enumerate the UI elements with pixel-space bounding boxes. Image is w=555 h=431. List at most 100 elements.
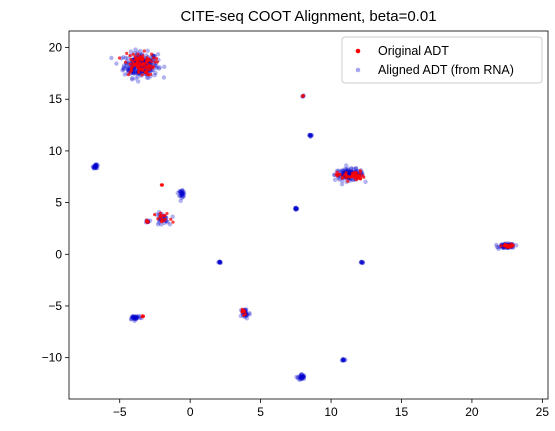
series-original-adt <box>117 49 515 319</box>
data-point <box>347 171 353 176</box>
data-point <box>307 133 312 138</box>
data-point <box>153 213 157 217</box>
data-point <box>134 314 139 319</box>
data-point <box>348 175 352 179</box>
data-point <box>135 64 139 68</box>
data-point <box>360 260 365 265</box>
data-point <box>360 259 366 265</box>
data-point <box>178 198 183 203</box>
data-point <box>131 314 136 319</box>
data-point <box>92 162 98 168</box>
data-point <box>124 65 130 70</box>
data-point <box>217 260 222 265</box>
y-tick-label: −10 <box>42 351 63 365</box>
data-point <box>344 171 348 175</box>
data-point <box>218 260 223 265</box>
data-point <box>153 60 157 64</box>
data-point <box>131 62 135 66</box>
data-point <box>141 54 145 58</box>
data-point <box>293 205 298 211</box>
data-point <box>91 164 96 170</box>
data-point <box>154 56 158 61</box>
data-point <box>180 191 186 196</box>
data-point <box>134 62 138 66</box>
data-point <box>307 132 312 138</box>
data-point <box>351 167 356 172</box>
data-point <box>349 167 354 172</box>
data-point <box>153 65 159 70</box>
data-point <box>302 373 307 378</box>
data-point <box>130 314 135 319</box>
data-point <box>300 373 306 379</box>
data-point <box>247 312 252 317</box>
data-point <box>181 190 187 195</box>
data-point <box>342 167 347 172</box>
data-point <box>308 133 314 138</box>
data-point <box>496 246 501 251</box>
data-point <box>149 72 153 76</box>
data-point <box>494 244 500 250</box>
data-point <box>133 315 138 320</box>
data-point <box>123 55 128 60</box>
data-point <box>338 172 342 176</box>
data-point <box>109 55 114 61</box>
data-point <box>147 64 152 69</box>
data-point <box>132 314 137 320</box>
data-point <box>159 183 163 187</box>
data-point <box>132 318 137 324</box>
data-point <box>117 56 122 60</box>
data-point <box>238 313 243 319</box>
data-point <box>158 211 163 215</box>
data-point <box>136 314 141 319</box>
data-point <box>217 259 222 265</box>
data-point <box>309 133 314 139</box>
data-point <box>308 134 313 139</box>
data-point <box>339 182 345 187</box>
data-point <box>169 217 173 221</box>
data-point <box>360 260 366 266</box>
data-point <box>308 133 313 138</box>
legend: Original ADT Aligned ADT (from RNA) <box>341 36 543 84</box>
data-point <box>299 372 304 377</box>
x-tick-label: −5 <box>113 405 127 419</box>
x-tick-label: 10 <box>324 405 338 419</box>
data-point <box>134 316 139 322</box>
data-point <box>93 163 99 169</box>
y-tick-label: 15 <box>49 92 63 106</box>
data-point <box>94 165 100 171</box>
data-point <box>346 179 350 183</box>
data-point <box>299 376 305 381</box>
data-point <box>340 178 345 183</box>
x-tick-label: 20 <box>465 405 479 419</box>
data-point <box>359 259 364 265</box>
data-point <box>300 372 305 377</box>
data-point <box>217 259 223 265</box>
data-point <box>242 308 246 312</box>
data-point <box>125 56 131 61</box>
data-point <box>300 374 305 380</box>
data-point <box>341 357 346 363</box>
data-point <box>154 64 159 69</box>
x-tick-label: 15 <box>395 405 409 419</box>
data-point <box>345 166 350 171</box>
data-point <box>171 220 175 224</box>
data-point <box>180 191 185 196</box>
data-point <box>180 191 185 197</box>
data-point <box>178 189 183 195</box>
data-point <box>170 214 175 219</box>
x-tick-label: 25 <box>536 405 550 419</box>
data-point <box>137 70 141 75</box>
data-point <box>301 94 305 98</box>
data-point <box>294 206 300 211</box>
data-point <box>130 76 135 81</box>
data-point <box>132 315 137 320</box>
data-point <box>340 168 346 173</box>
data-point <box>148 67 152 72</box>
data-point <box>132 316 137 322</box>
data-point <box>93 165 98 170</box>
data-point <box>355 171 359 175</box>
data-point <box>359 259 364 265</box>
data-point <box>177 188 182 194</box>
data-point <box>301 374 306 380</box>
data-point <box>133 70 138 75</box>
